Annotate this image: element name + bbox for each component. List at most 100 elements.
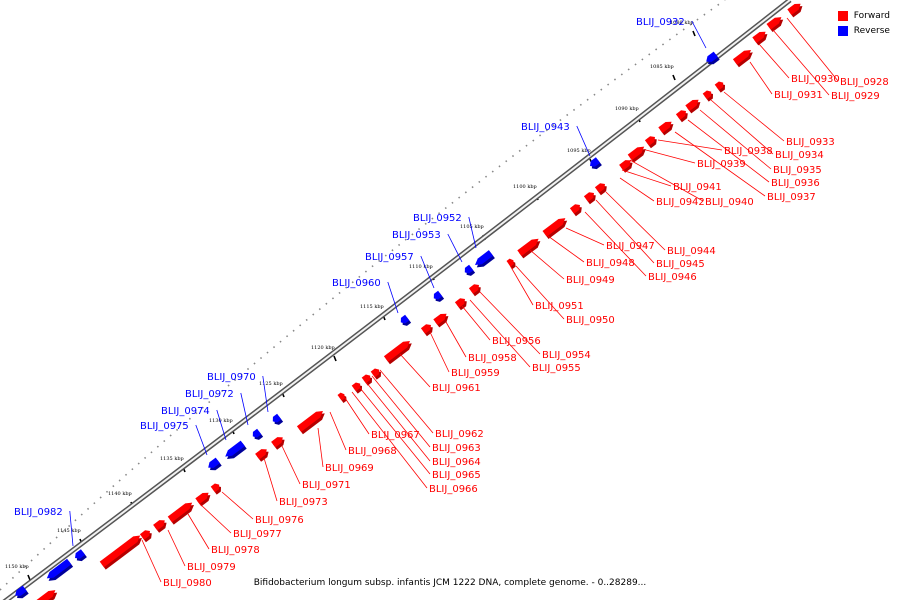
reverse-gene-arrow[interactable] <box>704 51 720 67</box>
forward-gene-arrow[interactable] <box>752 29 769 46</box>
forward-gene-arrow[interactable] <box>32 587 60 600</box>
gene-label[interactable]: BLIJ_0955 <box>532 363 581 374</box>
reverse-gene-arrow[interactable] <box>223 440 247 462</box>
gene-label[interactable]: BLIJ_0960 <box>332 278 381 289</box>
gene-label[interactable]: BLIJ_0956 <box>492 336 541 347</box>
gene-label[interactable]: BLIJ_0931 <box>774 90 823 101</box>
gene-label[interactable]: BLIJ_0937 <box>767 192 816 203</box>
reverse-gene-arrow[interactable] <box>13 585 29 600</box>
gene-label[interactable]: BLIJ_0947 <box>606 241 655 252</box>
gene-label[interactable]: BLIJ_0968 <box>348 446 397 457</box>
gene-label[interactable]: BLIJ_0939 <box>697 159 746 170</box>
forward-gene-arrow[interactable] <box>627 144 648 163</box>
forward-gene-arrow[interactable] <box>714 80 727 93</box>
reverse-gene-arrow[interactable] <box>399 314 412 328</box>
gene-label[interactable]: BLIJ_0945 <box>656 259 705 270</box>
reverse-gene-arrow[interactable] <box>463 264 476 278</box>
forward-gene-arrow[interactable] <box>139 528 154 543</box>
reverse-gene-arrow[interactable] <box>206 457 222 473</box>
gene-label[interactable]: BLIJ_0942 <box>656 197 705 208</box>
gene-label[interactable]: BLIJ_0928 <box>840 77 889 88</box>
gene-label[interactable]: BLIJ_0974 <box>161 406 210 417</box>
gene-label[interactable]: BLIJ_0940 <box>705 197 754 208</box>
gene-label[interactable]: BLIJ_0972 <box>185 389 234 400</box>
gene-label[interactable]: BLIJ_0982 <box>14 507 63 518</box>
reverse-gene-arrow[interactable] <box>73 549 87 563</box>
forward-gene-arrow[interactable] <box>361 373 374 386</box>
forward-gene-arrow[interactable] <box>337 391 348 403</box>
forward-gene-arrow[interactable] <box>383 338 414 365</box>
forward-gene-arrow[interactable] <box>506 257 517 269</box>
gene-label[interactable]: BLIJ_0961 <box>432 383 481 394</box>
gene-label[interactable]: BLIJ_0967 <box>371 430 420 441</box>
forward-gene-arrow[interactable] <box>766 14 786 33</box>
gene-label[interactable]: BLIJ_0978 <box>211 545 260 556</box>
forward-gene-arrow[interactable] <box>433 311 450 328</box>
gene-label[interactable]: BLIJ_0966 <box>429 484 478 495</box>
gene-label[interactable]: BLIJ_0957 <box>365 252 414 263</box>
gene-label[interactable]: BLIJ_0964 <box>432 457 481 468</box>
forward-gene-arrow[interactable] <box>787 1 804 18</box>
reverse-gene-arrow[interactable] <box>473 250 495 270</box>
gene-label[interactable]: BLIJ_0929 <box>831 91 880 102</box>
gene-label[interactable]: BLIJ_0950 <box>566 315 615 326</box>
forward-gene-arrow[interactable] <box>210 482 223 495</box>
gene-label[interactable]: BLIJ_0954 <box>542 350 591 361</box>
forward-gene-arrow[interactable] <box>644 134 659 149</box>
gene-label[interactable]: BLIJ_0949 <box>566 275 615 286</box>
forward-gene-arrow[interactable] <box>658 119 675 136</box>
forward-gene-arrow[interactable] <box>594 181 609 196</box>
gene-label[interactable]: BLIJ_0970 <box>207 372 256 383</box>
forward-gene-arrow[interactable] <box>153 518 169 533</box>
forward-gene-arrow[interactable] <box>195 490 212 507</box>
gene-label[interactable]: BLIJ_0963 <box>432 443 481 454</box>
gene-label[interactable]: BLIJ_0933 <box>786 137 835 148</box>
gene-label[interactable]: BLIJ_0938 <box>724 146 773 157</box>
gene-label[interactable]: BLIJ_0952 <box>413 213 462 224</box>
gene-label[interactable]: BLIJ_0977 <box>233 529 282 540</box>
forward-gene-arrow[interactable] <box>468 282 483 297</box>
gene-label[interactable]: BLIJ_0969 <box>325 463 374 474</box>
forward-gene-arrow[interactable] <box>271 435 287 450</box>
gene-label[interactable]: BLIJ_0936 <box>771 178 820 189</box>
reverse-gene-arrow[interactable] <box>588 157 602 171</box>
gene-label[interactable]: BLIJ_0980 <box>163 578 212 589</box>
forward-gene-arrow[interactable] <box>583 190 598 205</box>
gene-label[interactable]: BLIJ_0935 <box>773 165 822 176</box>
gene-label[interactable]: BLIJ_0976 <box>255 515 304 526</box>
gene-label[interactable]: BLIJ_0932 <box>636 17 685 28</box>
forward-gene-arrow[interactable] <box>296 408 327 435</box>
gene-label[interactable]: BLIJ_0975 <box>140 421 189 432</box>
gene-label[interactable]: BLIJ_0941 <box>673 182 722 193</box>
forward-gene-arrow[interactable] <box>167 500 196 525</box>
forward-gene-arrow[interactable] <box>542 215 570 240</box>
reverse-gene-arrow[interactable] <box>432 290 445 304</box>
gene-label[interactable]: BLIJ_0944 <box>667 246 716 257</box>
forward-gene-arrow[interactable] <box>420 322 435 337</box>
forward-gene-arrow[interactable] <box>370 367 383 380</box>
gene-label[interactable]: BLIJ_0979 <box>187 562 236 573</box>
forward-gene-arrow[interactable] <box>99 533 144 570</box>
gene-label[interactable]: BLIJ_0934 <box>775 150 824 161</box>
forward-gene-arrow[interactable] <box>454 296 469 311</box>
gene-label[interactable]: BLIJ_0951 <box>535 301 584 312</box>
gene-label[interactable]: BLIJ_0973 <box>279 497 328 508</box>
forward-gene-arrow[interactable] <box>685 97 702 114</box>
forward-gene-arrow[interactable] <box>732 47 755 68</box>
gene-label[interactable]: BLIJ_0953 <box>392 230 441 241</box>
gene-label[interactable]: BLIJ_0965 <box>432 470 481 481</box>
gene-label[interactable]: BLIJ_0958 <box>468 353 517 364</box>
gene-label[interactable]: BLIJ_0962 <box>435 429 484 440</box>
gene-label[interactable]: BLIJ_0946 <box>648 272 697 283</box>
reverse-gene-arrow[interactable] <box>45 558 74 584</box>
reverse-gene-arrow[interactable] <box>271 413 284 427</box>
forward-gene-arrow[interactable] <box>569 202 584 217</box>
forward-gene-arrow[interactable] <box>255 447 271 462</box>
gene-label[interactable]: BLIJ_0959 <box>451 368 500 379</box>
gene-label[interactable]: BLIJ_0943 <box>521 122 570 133</box>
gene-label[interactable]: BLIJ_0930 <box>791 74 840 85</box>
forward-gene-arrow[interactable] <box>702 89 715 102</box>
forward-gene-arrow[interactable] <box>517 236 542 259</box>
forward-gene-arrow[interactable] <box>351 381 364 394</box>
reverse-gene-arrow[interactable] <box>251 428 264 442</box>
